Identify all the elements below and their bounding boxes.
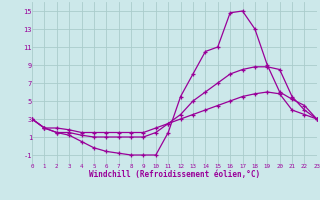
X-axis label: Windchill (Refroidissement éolien,°C): Windchill (Refroidissement éolien,°C) — [89, 170, 260, 179]
